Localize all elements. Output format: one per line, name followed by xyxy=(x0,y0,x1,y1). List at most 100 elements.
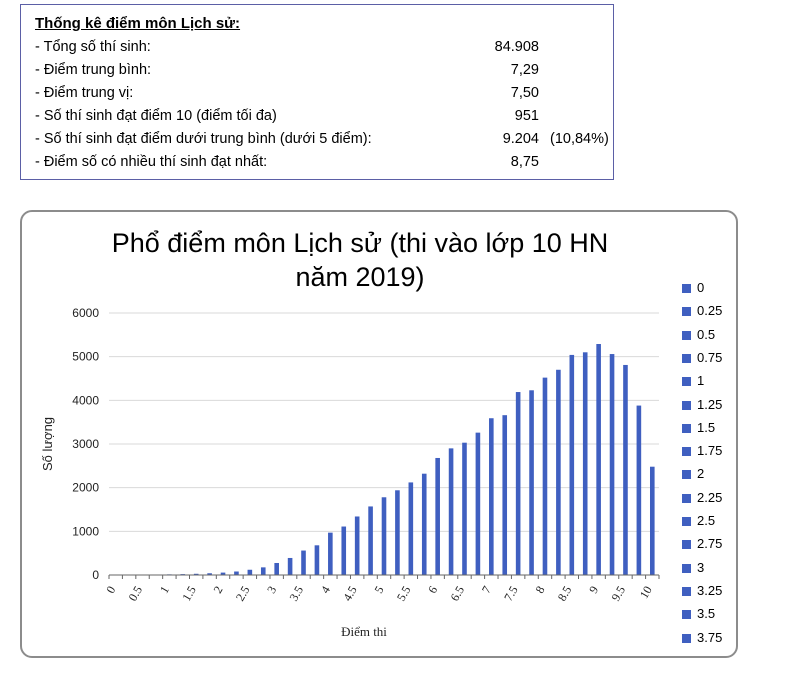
x-tick-label: 7 xyxy=(479,584,494,596)
legend-swatch xyxy=(682,517,691,526)
bar xyxy=(623,364,628,575)
x-tick-label: 9.5 xyxy=(608,584,628,604)
stat-value: 9.204 xyxy=(502,131,539,147)
chart-title-line-2: năm 2019) xyxy=(295,262,425,292)
x-tick-label: 2 xyxy=(210,584,225,596)
legend-label: 3 xyxy=(697,559,705,575)
bar xyxy=(435,457,440,575)
legend-swatch xyxy=(682,610,691,620)
stat-value: 8,75 xyxy=(510,154,539,170)
stat-label: - Điểm trung bình: xyxy=(35,62,152,78)
bar xyxy=(381,497,387,575)
chart-title: Phổ điểm môn Lịch sử (thi vào lớp 10 HN … xyxy=(110,226,610,294)
legend-label: 2 xyxy=(697,466,705,482)
legend-swatch xyxy=(682,377,691,387)
bar xyxy=(314,545,320,575)
legend-label: 0.5 xyxy=(697,326,716,342)
stat-row: - Điểm trung bình: 7,29 xyxy=(35,62,611,84)
x-tick-label: 1 xyxy=(157,584,172,596)
x-tick-label: 3 xyxy=(264,584,279,596)
stat-value: 951 xyxy=(514,108,539,124)
legend-swatch xyxy=(682,284,691,293)
bar xyxy=(529,390,534,575)
y-tick-label: 4000 xyxy=(72,393,99,407)
bar xyxy=(220,572,226,575)
y-tick-label: 1000 xyxy=(72,524,99,538)
legend-swatch xyxy=(682,447,691,457)
bar xyxy=(515,392,521,575)
bar xyxy=(556,369,561,575)
legend-label: 2.5 xyxy=(697,513,716,528)
legend-swatch xyxy=(682,493,691,503)
legend-swatch xyxy=(682,400,691,410)
bar xyxy=(368,506,373,575)
bar xyxy=(260,567,266,575)
bar xyxy=(395,490,400,575)
stat-row: - Số thí sinh đạt điểm 10 (điểm tối đa) 9… xyxy=(35,108,611,130)
x-tick-label: 6 xyxy=(425,584,440,596)
chart-title-line-1: Phổ điểm môn Lịch sử (thi vào lớp 10 HN xyxy=(111,228,609,258)
legend-label: 1 xyxy=(697,373,705,389)
stat-label: - Điểm số có nhiều thí sinh đạt nhất: xyxy=(35,154,268,170)
bar-chart: 0 1000 2000 3000 4000 5000 6000 0 0.5 1 1.5 2 2.5 3 3.… xyxy=(40,306,660,639)
legend-label: 2.75 xyxy=(697,536,723,552)
legend-swatch xyxy=(682,470,691,480)
bar xyxy=(287,557,293,575)
bar xyxy=(421,473,427,575)
bar xyxy=(462,442,467,575)
x-tick-label: 9 xyxy=(586,584,601,596)
bar xyxy=(408,482,414,575)
x-tick-label: 7.5 xyxy=(501,584,521,604)
x-tick-label: 8 xyxy=(532,584,547,596)
bar xyxy=(448,448,454,575)
stats-title: Thống kê điểm môn Lịch sử: xyxy=(35,15,241,32)
stats-box: Thống kê điểm môn Lịch sử: - Tổng số thí… xyxy=(20,4,614,180)
legend-label: 2.25 xyxy=(697,489,723,505)
x-tick-label: 8.5 xyxy=(555,584,575,604)
x-tick-label: 4.5 xyxy=(340,584,360,604)
bar xyxy=(636,405,642,575)
bar xyxy=(596,344,601,575)
bar xyxy=(542,377,548,575)
stat-label: - Số thí sinh đạt điểm dưới trung bình (… xyxy=(35,131,372,147)
x-tick-label: 5.5 xyxy=(394,584,414,604)
legend-swatch xyxy=(682,540,691,550)
bar xyxy=(301,550,306,575)
y-tick-label: 2000 xyxy=(72,481,99,495)
stat-value: 7,29 xyxy=(510,62,539,78)
legend-label: 0 xyxy=(697,280,705,295)
legend-label: 3.5 xyxy=(697,606,716,622)
bar xyxy=(609,354,615,575)
x-tick-label: 5 xyxy=(371,584,386,596)
x-tick-label: 2.5 xyxy=(233,584,253,604)
bar xyxy=(649,466,655,575)
legend-swatch xyxy=(682,330,691,340)
x-tick-label: 6.5 xyxy=(447,584,467,604)
x-tick-label: 4 xyxy=(318,584,333,596)
legend-label: 0.25 xyxy=(697,303,723,319)
legend-swatch xyxy=(682,423,691,433)
legend-swatch xyxy=(682,633,691,643)
legend-swatch xyxy=(682,586,691,596)
y-tick-label: 6000 xyxy=(72,306,99,320)
stat-value: 7,50 xyxy=(510,85,539,101)
bar xyxy=(569,354,575,575)
legend-label: 1.25 xyxy=(697,396,723,412)
x-tick-label: 10 xyxy=(637,584,655,601)
legend-swatch xyxy=(682,307,691,317)
legend-swatch xyxy=(682,563,691,573)
stat-row: - Tổng số thí sinh: 84.908 xyxy=(35,39,611,61)
bar xyxy=(582,352,588,575)
legend-label: 1.5 xyxy=(697,419,716,435)
bar xyxy=(502,415,508,575)
bar xyxy=(354,516,360,575)
y-axis-title: Số lượng xyxy=(40,417,55,471)
stat-value: 84.908 xyxy=(494,39,539,55)
stat-label: - Số thí sinh đạt điểm 10 (điểm tối đa) xyxy=(35,108,277,124)
legend-label: 0.75 xyxy=(697,349,723,365)
y-tick-label: 3000 xyxy=(72,437,99,451)
stat-row: - Điểm trung vị: 7,50 xyxy=(35,85,611,107)
bar xyxy=(193,573,199,575)
stat-label: - Điểm trung vị: xyxy=(35,85,134,101)
stat-label: - Tổng số thí sinh: xyxy=(35,39,151,55)
